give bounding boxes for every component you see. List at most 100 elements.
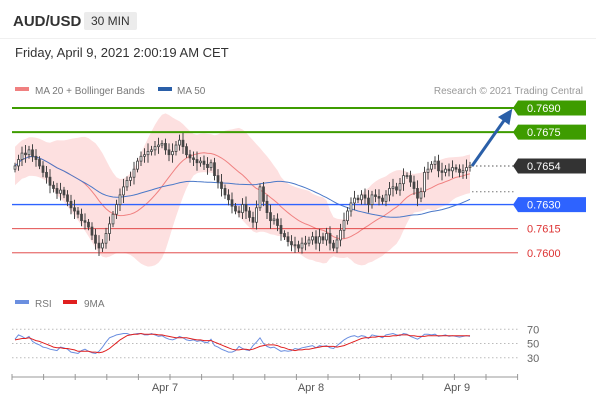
x-label-apr-9: Apr 9 [444,382,470,394]
candle-body [363,194,367,199]
candle-body [286,236,290,242]
candle-body [349,202,353,212]
candle-body [136,160,139,170]
candle-body [34,155,38,160]
candle-body [451,167,454,172]
candle-body [97,242,101,249]
candle-body [465,167,468,172]
candle-body [241,204,244,214]
candle-body [395,186,398,191]
pivot-label: 0.7630 [527,200,561,212]
rsi-tick-50: 50 [527,339,539,351]
candle-body [454,167,458,170]
candle-body [48,176,52,186]
candle-body [461,170,465,173]
credit-text: Research © 2021 Trading Central [434,86,583,97]
candle-body [360,194,363,201]
candle-body [220,181,223,189]
candle-body [80,213,83,222]
candle-body [447,168,451,172]
candle-body [265,200,269,214]
candle-body [178,139,181,146]
candle-body [87,221,90,228]
candle-body [125,180,129,188]
candle-body [209,162,213,168]
ma50-legend-swatch [158,87,172,91]
candle-body [367,197,370,205]
candle-body [174,144,178,152]
candle-body [307,239,311,244]
interval-badge[interactable]: 30 MIN [84,12,137,30]
projection-arrow [470,116,508,167]
chart-header: AUD/USD 30 MIN [0,0,596,38]
candle-body [426,168,430,173]
label-r1: 0.7675 [513,124,586,140]
candle-body [83,220,87,223]
symbol-title: AUD/USD [13,13,82,30]
x-axis-ticks [11,374,519,380]
candle-body [227,194,230,201]
candle-body [115,204,118,215]
candle-body [423,171,426,193]
candle-body [318,236,321,244]
bollinger-band [15,113,470,267]
candle-body [164,143,167,151]
candle-body [304,242,307,245]
candle-body [202,160,206,165]
candle-body [388,188,391,196]
candle-body [199,160,202,164]
candle-body [244,204,248,212]
ma50-legend-label: MA 50 [177,86,206,97]
ma20-legend-swatch [15,87,29,91]
candle-body [325,233,328,241]
candle-body [416,188,419,199]
candle-body [195,159,199,164]
rsi-ma-legend-label: 9MA [84,299,105,310]
candle-body [167,149,171,156]
candlestick-layer [13,132,472,257]
candle-body [311,236,314,241]
candle-body [192,157,195,160]
candle-body [419,191,423,199]
candle-body [391,186,395,189]
candle-body [94,234,97,244]
candle-body [38,159,41,167]
candle-body [276,218,279,226]
candle-body [440,170,444,173]
candle-body [216,175,220,183]
candle-body [248,210,251,218]
candle-body [41,165,45,173]
candle-body [52,184,55,189]
candle-body [101,242,104,249]
candle-body [104,233,108,244]
candle-body [346,210,349,222]
label-r2: 0.7690 [513,100,586,116]
candle-body [339,229,342,241]
rsi-tick-30: 30 [527,353,539,365]
bollinger-band-layer [15,113,470,267]
moving-average-layer [14,152,471,240]
candle-body [129,176,132,181]
candle-body [412,181,416,189]
candle-body [444,168,447,173]
candle-body [118,194,122,205]
candle-body [17,159,20,167]
candle-body [188,154,192,159]
candle-body [62,189,66,196]
rsi-ma-legend-swatch [63,300,77,304]
candle-body [213,162,216,177]
level-lines-layer [12,107,518,254]
candle-body [160,143,164,146]
candle-body [90,226,94,236]
candle-body [223,188,227,196]
candle-body [458,168,461,173]
candle-body [398,183,402,191]
candle-body [370,194,374,205]
candle-body [293,244,297,247]
candle-body [185,146,188,156]
candle-body [283,233,286,238]
projection-arrow-head [497,108,513,126]
candle-body [437,160,440,172]
candle-body [409,175,412,183]
